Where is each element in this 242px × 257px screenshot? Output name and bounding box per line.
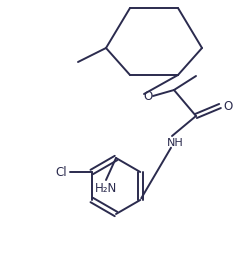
Text: H₂N: H₂N <box>95 182 117 196</box>
Text: O: O <box>223 99 233 113</box>
Text: O: O <box>143 89 153 103</box>
Text: Cl: Cl <box>55 166 67 179</box>
Text: NH: NH <box>167 138 183 148</box>
